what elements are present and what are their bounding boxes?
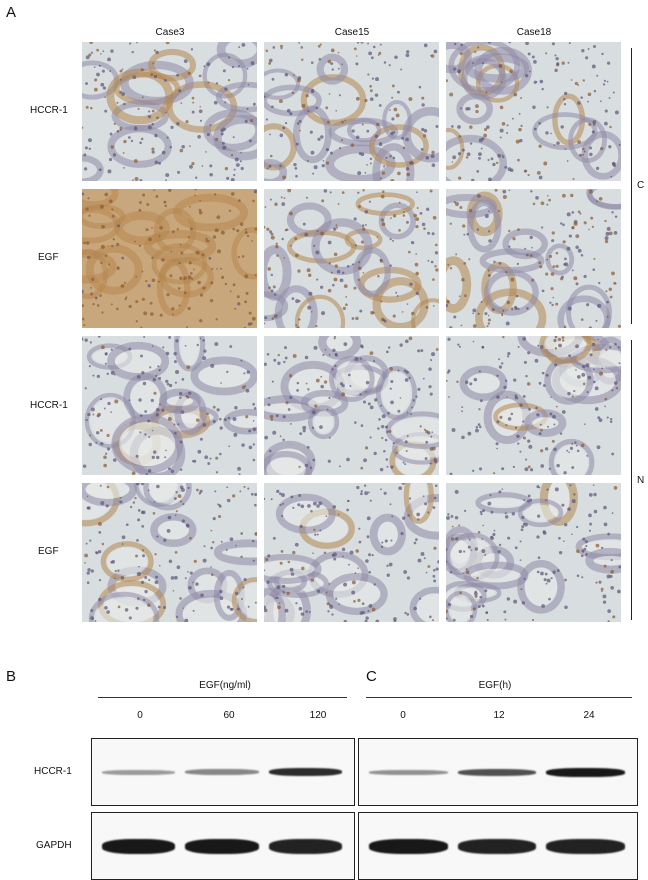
blot-band (369, 838, 448, 854)
blot-band (457, 768, 537, 776)
blot-label-gapdh: GAPDH (36, 840, 72, 851)
ihc-image-egf-case15 (264, 483, 439, 622)
column-header: Case18 (516, 27, 552, 38)
blot-band (102, 769, 176, 775)
blot-band (268, 838, 342, 854)
ihc-image-hccr-1-case15 (264, 336, 439, 475)
blot-c-gapdh (358, 812, 638, 880)
lane-label: 120 (309, 710, 327, 721)
lane-label: 0 (400, 710, 406, 721)
lane-label: 12 (493, 710, 505, 721)
lane-label: 24 (583, 710, 595, 721)
ihc-image-hccr-1-case15 (264, 42, 439, 181)
blot-band (546, 767, 625, 777)
panel-a-label: A (6, 4, 17, 21)
ihc-image-egf-case3 (82, 189, 257, 328)
treatment-label: EGF(ng/ml) (199, 680, 251, 691)
blot-band (102, 838, 176, 854)
ihc-image-hccr-1-case3 (82, 42, 257, 181)
ihc-image-egf-case18 (446, 189, 621, 328)
row-label: HCCR-1 (30, 400, 68, 411)
group-bracket-c (631, 48, 632, 324)
treatment-label: EGF(h) (478, 680, 512, 691)
blot-b-gapdh (91, 812, 355, 880)
ihc-image-hccr-1-case18 (446, 42, 621, 181)
blot-b-hccr1 (91, 738, 355, 806)
ihc-image-egf-case3 (82, 483, 257, 622)
ihc-image-egf-case18 (446, 483, 621, 622)
ihc-image-hccr-1-case18 (446, 336, 621, 475)
row-label: EGF (38, 252, 59, 263)
blot-band (185, 769, 259, 775)
ihc-image-egf-case15 (264, 189, 439, 328)
blot-band (185, 838, 259, 854)
blot-band (369, 769, 448, 775)
column-header: Case3 (155, 27, 185, 38)
treatment-line (366, 697, 632, 698)
row-label: EGF (38, 546, 59, 557)
lane-label: 60 (223, 710, 235, 721)
ihc-image-hccr-1-case3 (82, 336, 257, 475)
blot-band (268, 768, 342, 776)
panel-b-label: B (6, 668, 17, 685)
blot-band (457, 838, 537, 854)
lane-label: 0 (137, 710, 143, 721)
blot-label-hccr1: HCCR-1 (34, 766, 72, 777)
blot-band (546, 838, 625, 854)
panel-c-label: C (366, 668, 377, 685)
treatment-line (98, 697, 347, 698)
row-label: HCCR-1 (30, 105, 68, 116)
column-header: Case15 (334, 27, 370, 38)
group-label-c: C (637, 180, 645, 191)
group-label-n: N (637, 475, 645, 486)
group-bracket-n (631, 340, 632, 620)
blot-c-hccr1 (358, 738, 638, 806)
